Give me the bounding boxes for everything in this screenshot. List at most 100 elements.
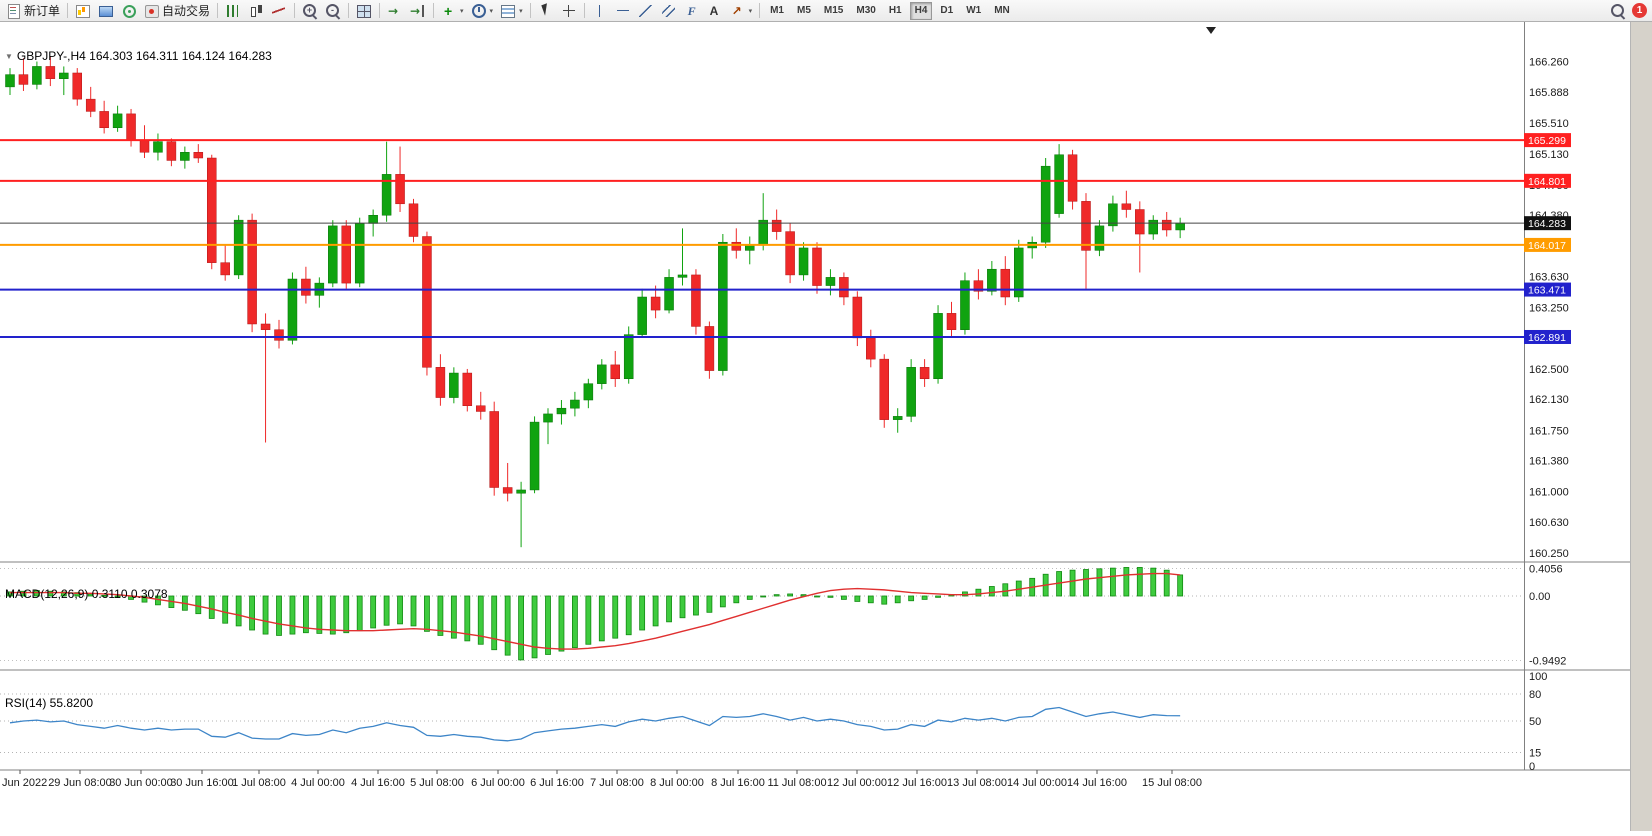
toolbar-separator bbox=[759, 3, 761, 18]
svg-text:163.630: 163.630 bbox=[1529, 272, 1569, 284]
candle bbox=[341, 220, 351, 289]
fibonacci-button[interactable] bbox=[681, 1, 703, 20]
timeframe-w1[interactable]: W1 bbox=[966, 5, 982, 16]
candle bbox=[892, 408, 903, 433]
candle bbox=[664, 269, 674, 314]
candle bbox=[1108, 195, 1118, 232]
window-edge bbox=[1630, 22, 1652, 831]
trendline-icon bbox=[638, 3, 654, 19]
periods-button[interactable]: ▾ bbox=[468, 1, 497, 20]
candle bbox=[1067, 149, 1078, 210]
crosshair-button[interactable] bbox=[558, 1, 580, 20]
candle bbox=[59, 66, 69, 96]
signals-button[interactable] bbox=[118, 1, 140, 20]
svg-text:162.891: 162.891 bbox=[1528, 332, 1566, 344]
candle bbox=[301, 266, 311, 304]
candle bbox=[677, 228, 688, 286]
profiles-button[interactable] bbox=[95, 1, 117, 20]
template-icon bbox=[500, 3, 516, 19]
candle bbox=[32, 61, 42, 90]
one-click-trading-icon[interactable]: ▼ bbox=[5, 51, 13, 61]
timeframe-mn[interactable]: MN bbox=[994, 5, 1010, 16]
templates-button[interactable]: ▾ bbox=[497, 1, 526, 20]
svg-text:161.750: 161.750 bbox=[1529, 425, 1569, 437]
svg-text:1 Jul 08:00: 1 Jul 08:00 bbox=[232, 777, 286, 789]
timeframe-m1[interactable]: M1 bbox=[770, 5, 784, 16]
svg-text:11 Jul 08:00: 11 Jul 08:00 bbox=[767, 777, 826, 789]
price-badge: 164.283 bbox=[1524, 216, 1571, 231]
search-button[interactable] bbox=[1607, 1, 1629, 20]
indicators-button[interactable]: ▾ bbox=[438, 1, 467, 20]
candle bbox=[166, 138, 177, 167]
candle bbox=[1000, 256, 1011, 306]
candle bbox=[207, 154, 217, 270]
svg-text:165.130: 165.130 bbox=[1529, 149, 1569, 161]
line-chart-button[interactable] bbox=[268, 1, 290, 20]
zoom-out-button[interactable] bbox=[322, 1, 344, 20]
horizontal-line-icon bbox=[615, 3, 631, 19]
macd-indicator-label: MACD(12,26,9) 0.3110 0.3078 bbox=[5, 587, 168, 601]
new-chart-icon bbox=[75, 3, 91, 19]
toolbar-separator bbox=[529, 3, 531, 18]
trendline-button[interactable] bbox=[635, 1, 657, 20]
signals-icon bbox=[121, 3, 137, 19]
auto-trading-button[interactable]: 自动交易 bbox=[141, 1, 213, 20]
svg-text:80: 80 bbox=[1529, 689, 1541, 701]
channel-button[interactable] bbox=[658, 1, 680, 20]
tile-windows-button[interactable] bbox=[353, 1, 375, 20]
crosshair-icon bbox=[561, 3, 577, 19]
svg-text:29 Jun 08:00: 29 Jun 08:00 bbox=[48, 777, 112, 789]
svg-text:163.471: 163.471 bbox=[1528, 285, 1566, 297]
svg-text:14 Jul 00:00: 14 Jul 00:00 bbox=[1007, 777, 1067, 789]
auto-trading-icon bbox=[144, 3, 160, 19]
auto-scroll-button[interactable] bbox=[384, 1, 406, 20]
search-icon bbox=[1610, 3, 1626, 19]
timeframe-m15[interactable]: M15 bbox=[823, 5, 844, 16]
candle bbox=[354, 217, 365, 288]
bar-chart-button[interactable] bbox=[222, 1, 244, 20]
candle bbox=[193, 144, 204, 163]
new-chart-button[interactable] bbox=[72, 1, 94, 20]
line-chart-icon bbox=[271, 3, 287, 19]
timeframe-m30[interactable]: M30 bbox=[856, 5, 876, 16]
svg-text:-0.9492: -0.9492 bbox=[1529, 656, 1566, 668]
svg-text:7 Jul 08:00: 7 Jul 08:00 bbox=[590, 777, 644, 789]
zoom-in-button[interactable] bbox=[299, 1, 321, 20]
new-order-button[interactable]: 新订单 bbox=[3, 1, 63, 20]
timeframe-h4[interactable]: H4 bbox=[909, 1, 933, 20]
svg-text:162.500: 162.500 bbox=[1529, 364, 1569, 376]
svg-text:12 Jul 00:00: 12 Jul 00:00 bbox=[827, 777, 887, 789]
candlestick-chart-button[interactable] bbox=[245, 1, 267, 20]
svg-text:4 Jul 00:00: 4 Jul 00:00 bbox=[291, 777, 345, 789]
timeframe-d1[interactable]: D1 bbox=[940, 5, 954, 16]
notification-badge[interactable]: 1 bbox=[1632, 3, 1647, 18]
cursor-button[interactable] bbox=[535, 1, 557, 20]
candle bbox=[99, 100, 109, 134]
chart-shift-button[interactable] bbox=[407, 1, 429, 20]
candle bbox=[180, 146, 190, 169]
arrows-button[interactable]: ▾ bbox=[727, 1, 756, 20]
profiles-icon bbox=[98, 3, 114, 19]
chart-shift-marker[interactable] bbox=[1206, 27, 1216, 34]
rsi-indicator-label: RSI(14) 55.8200 bbox=[5, 696, 94, 710]
text-button[interactable] bbox=[704, 1, 726, 20]
chart-canvas[interactable]: 166.260165.888165.510165.130164.750164.3… bbox=[0, 22, 1652, 831]
candles-layer bbox=[5, 56, 1185, 548]
candle bbox=[879, 354, 889, 428]
vertical-line-button[interactable] bbox=[589, 1, 611, 20]
candle bbox=[570, 391, 580, 417]
candle bbox=[1135, 201, 1145, 273]
candle bbox=[489, 401, 499, 496]
candle bbox=[919, 359, 930, 387]
bar-chart-icon bbox=[225, 3, 241, 19]
timeframe-h1[interactable]: H1 bbox=[888, 5, 902, 16]
svg-text:161.000: 161.000 bbox=[1529, 487, 1569, 499]
main-toolbar: 新订单 自动交易 ▾ ▾ ▾ ▾ M1 M5 M15 M30 H1 H4 D1 W1 MN 1 bbox=[0, 0, 1652, 22]
horizontal-line-button[interactable] bbox=[612, 1, 634, 20]
candle bbox=[462, 368, 473, 412]
timeframe-m5[interactable]: M5 bbox=[797, 5, 811, 16]
toolbar-separator bbox=[217, 3, 219, 18]
candle bbox=[18, 58, 29, 91]
macd-histogram bbox=[7, 567, 1184, 661]
